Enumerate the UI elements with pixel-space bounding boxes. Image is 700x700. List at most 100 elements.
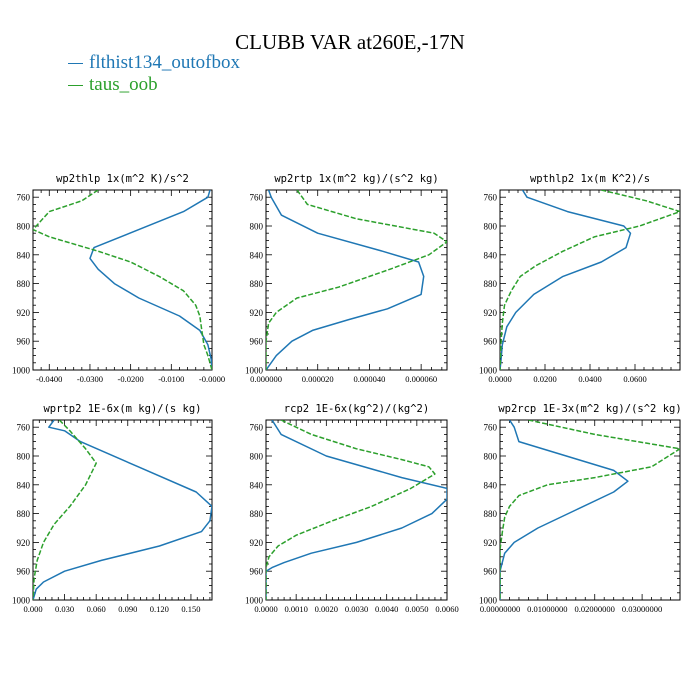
series-line-flthist [266, 420, 447, 600]
x-tick-label: 0.0000 [488, 374, 511, 384]
y-tick-label: 840 [17, 480, 31, 490]
y-tick-label: 960 [484, 337, 498, 347]
legend-label-taus: taus_oob [89, 74, 158, 95]
legend-item-taus: taus_oob [68, 74, 240, 96]
y-tick-label: 1000 [12, 366, 31, 376]
x-tick-label: -0.0100 [158, 374, 184, 384]
x-tick-label: 0.0040 [375, 604, 398, 614]
y-tick-label: 840 [484, 480, 498, 490]
series-line-flthist [89, 190, 212, 370]
x-tick-label: 0.0030 [345, 604, 368, 614]
x-tick-label: 0.000000 [250, 374, 282, 384]
y-tick-label: 920 [484, 538, 498, 548]
legend-swatch-taus [68, 84, 83, 86]
panel-frame [265, 189, 448, 371]
y-tick-label: 920 [17, 538, 31, 548]
series-line-taus [500, 420, 680, 600]
y-tick-label: 920 [250, 308, 264, 318]
series-line-taus [266, 420, 436, 600]
y-tick-label: 800 [484, 222, 498, 232]
x-tick-label: -0.0000 [199, 374, 225, 384]
series-line-flthist [33, 420, 212, 600]
x-tick-label: 0.03000000 [622, 604, 662, 614]
y-tick-label: 1000 [245, 596, 264, 606]
x-tick-label: 0.0020 [315, 604, 338, 614]
series-line-taus [266, 190, 447, 370]
panel-title: wp2rcp 1E-3x(m^2 kg)/(s^2 kg) [498, 403, 681, 415]
y-tick-label: 760 [250, 423, 264, 433]
y-tick-label: 800 [250, 222, 264, 232]
x-tick-label: 0.0200 [533, 374, 556, 384]
x-tick-label: 0.000 [23, 604, 42, 614]
x-tick-label: -0.0200 [118, 374, 144, 384]
x-tick-label: 0.02000000 [575, 604, 615, 614]
panel-lines [33, 420, 212, 600]
y-tick-label: 920 [17, 308, 31, 318]
y-tick-label: 880 [484, 279, 498, 289]
series-line-flthist [266, 190, 425, 370]
x-tick-label: 0.000040 [353, 374, 385, 384]
series-line-taus [33, 190, 212, 370]
y-tick-label: 880 [250, 509, 264, 519]
y-tick-label: 1000 [245, 366, 264, 376]
y-tick-label: 840 [484, 250, 498, 260]
x-tick-label: 0.0060 [435, 604, 458, 614]
y-tick-label: 800 [17, 222, 31, 232]
y-tick-label: 760 [17, 193, 31, 203]
x-tick-label: 0.150 [181, 604, 200, 614]
y-tick-label: 760 [484, 193, 498, 203]
panel-title: wprtp2 1E-6x(m kg)/(s kg) [43, 403, 201, 415]
y-tick-label: 960 [17, 337, 31, 347]
y-tick-label: 960 [17, 567, 31, 577]
panel-frame [265, 419, 448, 601]
legend: flthist134_outofbox taus_oob [68, 52, 240, 96]
y-tick-label: 1000 [479, 366, 498, 376]
panel-lines [266, 420, 447, 600]
panel-lines [500, 190, 680, 370]
y-tick-label: 800 [250, 452, 264, 462]
panel-title: wp2rtp 1x(m^2 kg)/(s^2 kg) [274, 173, 438, 185]
panel-3: wpthlp2 1x(m K^2)/s 760 800 840 880 920 960 100… [479, 173, 681, 384]
x-tick-label: 0.0010 [284, 604, 307, 614]
y-tick-label: 1000 [479, 596, 498, 606]
x-tick-label: 0.000060 [405, 374, 437, 384]
panel-title: wp2thlp 1x(m^2 K)/s^2 [56, 173, 189, 185]
y-tick-label: 840 [250, 250, 264, 260]
series-line-flthist [500, 190, 632, 370]
x-tick-label: -0.0400 [36, 374, 62, 384]
y-tick-label: 960 [250, 337, 264, 347]
y-tick-label: 880 [17, 509, 31, 519]
panel-frame [32, 189, 213, 371]
y-tick-label: 880 [17, 279, 31, 289]
x-tick-label: 0.01000000 [527, 604, 567, 614]
x-tick-label: -0.0300 [77, 374, 103, 384]
y-tick-label: 840 [250, 480, 264, 490]
y-tick-label: 840 [17, 250, 31, 260]
y-tick-label: 920 [484, 308, 498, 318]
x-tick-label: 0.0050 [405, 604, 428, 614]
panel-6: wp2rcp 1E-3x(m^2 kg)/(s^2 kg)760 800 840 88… [479, 403, 682, 614]
panel-title: rcp2 1E-6x(kg^2)/(kg^2) [284, 403, 429, 415]
y-tick-label: 960 [250, 567, 264, 577]
x-tick-label: 0.090 [118, 604, 137, 614]
x-tick-label: 0.0000 [254, 604, 277, 614]
y-tick-label: 1000 [12, 596, 31, 606]
y-tick-label: 960 [484, 567, 498, 577]
y-tick-label: 760 [250, 193, 264, 203]
y-tick-label: 880 [250, 279, 264, 289]
panel-lines [33, 190, 212, 370]
y-tick-label: 800 [484, 452, 498, 462]
y-tick-label: 920 [250, 538, 264, 548]
y-tick-label: 760 [17, 423, 31, 433]
y-tick-label: 880 [484, 509, 498, 519]
panel-1: wp2thlp 1x(m^2 K)/s^2 760 800 840 880 920 960 1… [12, 173, 225, 384]
panel-lines [500, 420, 680, 600]
panel-4: wprtp2 1E-6x(m kg)/(s kg) 760 800 840 880 920… [12, 403, 213, 614]
x-tick-label: 0.000020 [302, 374, 334, 384]
x-tick-label: 0.00000000 [480, 604, 520, 614]
panel-frame [499, 419, 681, 601]
y-tick-label: 760 [484, 423, 498, 433]
legend-label-flthist: flthist134_outofbox [89, 52, 240, 73]
